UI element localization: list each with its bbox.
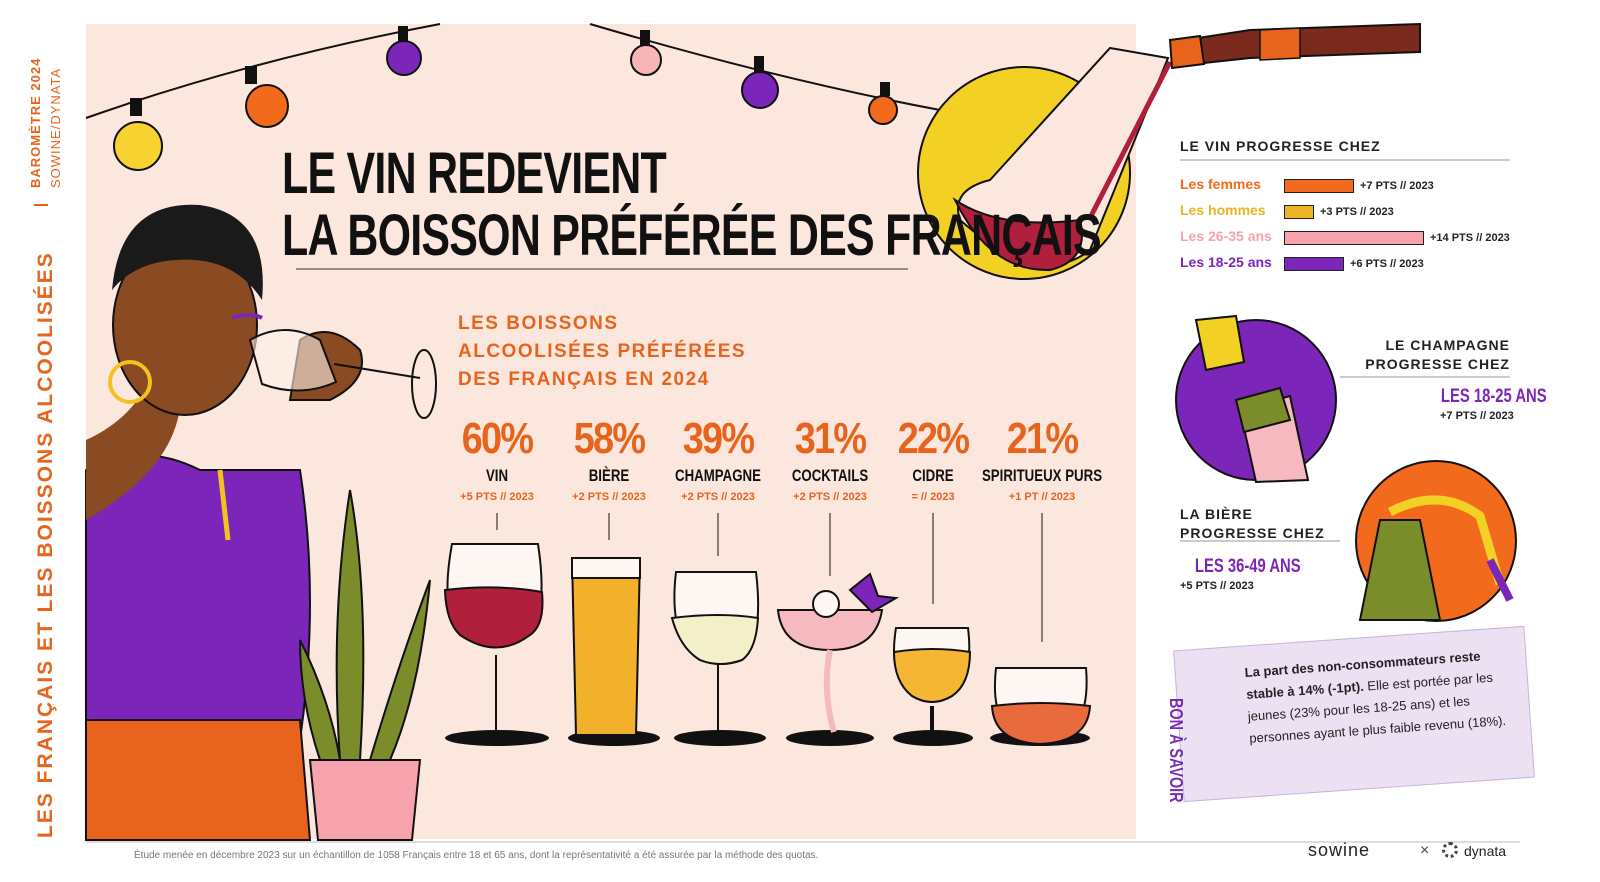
value-label: 58% [573,414,646,463]
bulb-orange-icon [245,66,289,128]
beer-glass-icon [568,557,660,746]
wine-bottle-icon [1168,22,1421,70]
cocktail-glass-icon [776,572,900,746]
value-label: 21% [1006,414,1079,463]
segment-label: Les hommes [1180,202,1266,218]
evolution-label: +5 PTS // 2023 [460,491,534,503]
champagne-heading: LE CHAMPAGNE PROGRESSE CHEZ [1330,336,1510,374]
cider-glass-icon [892,627,973,746]
woman-illustration [85,204,437,841]
evolution-label: +2 PTS // 2023 [681,491,755,503]
beer-bottle-icon [1355,460,1517,622]
left-sidebar: BAROMÈTRE 2024 SOWINE/DYNATA LES FRANÇAI… [0,0,80,882]
chart-title-line-1: LES BOISSONS [458,313,619,334]
headline-line-2: LA BOISSON PRÉFÉRÉE DES FRANÇAIS [282,203,1102,268]
sowine-logo: sowine [1308,840,1371,860]
champagne-heading-line-2: PROGRESSE CHEZ [1365,356,1510,372]
bulb-orange-icon-2 [868,82,898,125]
decanter-icon [917,46,1173,280]
dynata-logo: dynata [1464,843,1507,859]
footer-logos: sowine × dynata [1308,836,1518,866]
evolution-label: +1 PT // 2023 [1008,491,1076,503]
segment-label: Les 18-25 ans [1180,254,1272,270]
biere-heading-line-2: PROGRESSE CHEZ [1180,525,1325,541]
times-separator: × [1420,842,1430,859]
chart-title-line-2: ALCOOLISÉES PRÉFÉRÉES [458,341,747,362]
category-label: SPIRITUEUX PURS [981,466,1103,485]
category-label: COCKTAILS [791,466,869,485]
champagne-value: +7 PTS // 2023 [1440,410,1514,422]
value-label: 39% [682,414,755,463]
bon-a-savoir-text: La part des non-consommateurs reste stab… [1244,643,1519,750]
evolution-label: +2 PTS // 2023 [793,491,867,503]
chart-title-line-3: DES FRANÇAIS EN 2024 [458,369,710,390]
spirits-glass-icon [990,667,1092,746]
champagne-segment: LES 18-25 ANS [1440,386,1547,407]
champagne-heading-line-1: LE CHAMPAGNE [1385,337,1510,353]
biere-heading-line-1: LA BIÈRE [1180,506,1253,522]
segment-bar [1284,257,1344,271]
category-label: VIN [485,466,509,485]
headline-line-1: LE VIN REDEVIENT [282,141,667,206]
value-label: 22% [897,414,970,463]
plant-illustration [299,489,431,841]
biere-value: +5 PTS // 2023 [1180,580,1254,592]
wine-glass-icon [443,543,549,746]
category-label: CIDRE [912,466,954,485]
sidebar-divider [34,204,48,206]
biere-segment: LES 36-49 ANS [1194,556,1301,577]
segment-value: +7 PTS // 2023 [1360,180,1434,192]
value-label: 60% [461,414,534,463]
category-label: CHAMPAGNE [675,466,761,485]
segment-label: Les femmes [1180,176,1261,192]
bulb-yellow-icon [113,98,163,171]
segment-value: +3 PTS // 2023 [1320,206,1394,218]
bon-a-savoir-label: BON À SAVOIR [1166,698,1186,803]
vin-progresse-heading: LE VIN PROGRESSE CHEZ [1180,138,1381,154]
segment-label: Les 26-35 ans [1180,228,1272,244]
source-note: Étude menée en décembre 2023 sur un écha… [134,850,819,861]
bon-a-savoir-rest: Elle est portée par les jeunes (23% pour… [1247,669,1507,746]
segment-value: +6 PTS // 2023 [1350,258,1424,270]
dynata-logo-icon [1442,842,1458,858]
light-string-2 [589,23,941,111]
segment-bar [1284,205,1314,219]
bulb-pink-icon [630,30,662,76]
evolution-label: +2 PTS // 2023 [572,491,646,503]
bulb-purple-icon-2 [741,56,779,109]
champagne-bottle-icon [1175,314,1337,484]
biere-heading: LA BIÈRE PROGRESSE CHEZ [1180,505,1325,543]
category-label: BIÈRE [588,466,630,485]
chart-title: LES BOISSONS ALCOOLISÉES PRÉFÉRÉES DES F… [458,310,746,394]
evolution-label: = // 2023 [911,491,955,503]
value-label: 31% [794,414,867,463]
segment-value: +14 PTS // 2023 [1430,232,1510,244]
leader-lines [496,513,1043,642]
segment-bar [1284,231,1424,245]
champagne-glass-icon [670,571,766,746]
segment-bar [1284,179,1354,193]
bulb-purple-icon [386,26,422,76]
